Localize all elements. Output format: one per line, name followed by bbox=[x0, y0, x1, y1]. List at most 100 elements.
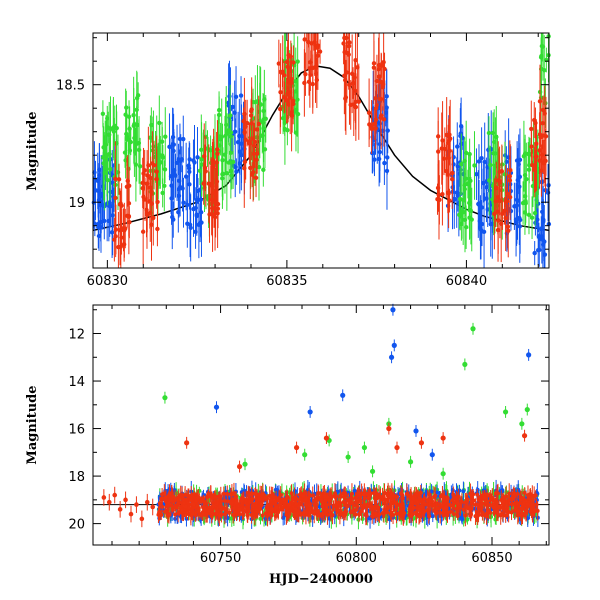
top-point-red bbox=[374, 105, 379, 111]
bottom-band-point-red bbox=[327, 498, 332, 503]
bottom-dense-band bbox=[156, 479, 540, 530]
bottom-band-point-red bbox=[431, 503, 436, 508]
top-point-red bbox=[155, 226, 160, 232]
top-point-red bbox=[284, 59, 290, 65]
top-point-blue bbox=[532, 250, 537, 256]
top-point-blue bbox=[177, 136, 183, 142]
top-point-blue bbox=[187, 157, 192, 162]
top-point-green bbox=[230, 159, 236, 165]
top-point-red bbox=[242, 159, 248, 164]
top-point-blue bbox=[474, 172, 479, 177]
bottom-band-point-red bbox=[341, 513, 346, 518]
bottom-band-point-blue bbox=[461, 489, 466, 494]
top-point-red bbox=[201, 181, 206, 186]
bottom-band-point-red bbox=[329, 494, 334, 499]
top-point-blue bbox=[455, 144, 460, 149]
top-y-tick-label: 19 bbox=[68, 196, 85, 211]
top-point-red bbox=[289, 113, 295, 118]
bottom-band-point-red bbox=[201, 496, 206, 501]
top-point-blue bbox=[96, 221, 101, 227]
bottom-band-point-red bbox=[269, 507, 274, 512]
top-point-red bbox=[349, 71, 355, 76]
top-point-blue bbox=[370, 150, 375, 156]
top-point-blue bbox=[193, 205, 198, 211]
top-point-red bbox=[282, 95, 287, 100]
top-point-red bbox=[126, 214, 132, 219]
bottom-band-point-red bbox=[292, 513, 297, 518]
bottom-band-point-red bbox=[391, 512, 396, 517]
top-x-tick-label: 60840 bbox=[446, 274, 487, 289]
bottom-band-point-red bbox=[448, 503, 453, 508]
top-point-red bbox=[435, 134, 441, 139]
top-point-green bbox=[488, 162, 493, 168]
top-point-red bbox=[123, 226, 128, 231]
top-point-green bbox=[529, 215, 535, 220]
top-point-red bbox=[251, 151, 256, 157]
top-point-red bbox=[243, 124, 248, 129]
top-y-axis-title: Magnitude bbox=[25, 111, 40, 190]
top-point-red bbox=[276, 61, 282, 66]
top-point-red bbox=[529, 144, 534, 149]
bottom-band-point-red bbox=[397, 511, 402, 516]
top-point-green bbox=[128, 139, 133, 145]
top-point-red bbox=[541, 161, 547, 166]
top-point-green bbox=[462, 217, 468, 223]
top-point-red bbox=[440, 138, 445, 143]
bottom-band-point-red bbox=[165, 503, 170, 508]
bottom-band-point-red bbox=[448, 509, 453, 514]
bottom-band-point-red bbox=[461, 507, 466, 512]
bottom-band-point-red bbox=[263, 495, 268, 500]
top-point-blue bbox=[482, 159, 487, 165]
bottom-band-point-red bbox=[301, 494, 306, 499]
top-point-green bbox=[197, 168, 203, 174]
bottom-band-point-green bbox=[356, 517, 361, 522]
top-point-red bbox=[278, 106, 283, 112]
top-point-red bbox=[343, 96, 348, 101]
bottom-band-point-red bbox=[495, 491, 500, 496]
top-point-red bbox=[532, 167, 537, 172]
bottom-band-point-red bbox=[160, 504, 165, 509]
top-point-green bbox=[522, 210, 528, 215]
top-point-red bbox=[505, 191, 510, 196]
bottom-band-point-red bbox=[364, 513, 369, 518]
top-point-blue bbox=[238, 93, 244, 98]
top-point-red bbox=[374, 78, 380, 84]
top-point-red bbox=[213, 200, 218, 205]
bottom-band-point-red bbox=[370, 514, 375, 519]
bottom-band-point-red bbox=[421, 510, 426, 515]
bottom-band-point-red bbox=[184, 497, 189, 502]
bottom-band-point-red bbox=[416, 514, 421, 519]
top-point-blue bbox=[478, 227, 484, 232]
top-point-red bbox=[530, 162, 535, 168]
top-point-blue bbox=[488, 221, 493, 227]
bottom-band-point-red bbox=[234, 500, 239, 505]
bottom-band-point-red bbox=[302, 510, 307, 515]
bottom-band-point-red bbox=[332, 503, 337, 508]
top-point-red bbox=[242, 166, 247, 171]
top-point-blue bbox=[110, 213, 115, 218]
top-ticks-group: 60830 60835 60840 18.5 19 bbox=[56, 33, 549, 289]
top-point-red bbox=[119, 226, 124, 231]
bottom-band-point-red bbox=[178, 493, 183, 498]
top-point-red bbox=[241, 119, 246, 124]
top-point-blue bbox=[234, 169, 239, 174]
top-point-red bbox=[248, 165, 253, 171]
bottom-band-point-red bbox=[284, 507, 289, 512]
top-point-blue bbox=[185, 202, 190, 208]
top-point-red bbox=[497, 198, 503, 204]
top-point-red bbox=[447, 148, 452, 153]
top-point-blue bbox=[177, 184, 183, 190]
top-point-red bbox=[539, 152, 545, 158]
top-point-blue bbox=[109, 230, 115, 235]
top-point-green bbox=[157, 120, 162, 126]
top-point-green bbox=[107, 166, 113, 172]
top-point-red bbox=[494, 185, 499, 191]
top-point-red bbox=[140, 180, 145, 186]
bottom-band-point-red bbox=[241, 512, 246, 517]
top-point-green bbox=[486, 130, 492, 136]
top-x-tick-label: 60835 bbox=[266, 274, 307, 289]
top-point-red bbox=[444, 168, 449, 174]
bottom-band-point-red bbox=[260, 492, 265, 497]
bottom-band-point-red bbox=[368, 491, 373, 496]
